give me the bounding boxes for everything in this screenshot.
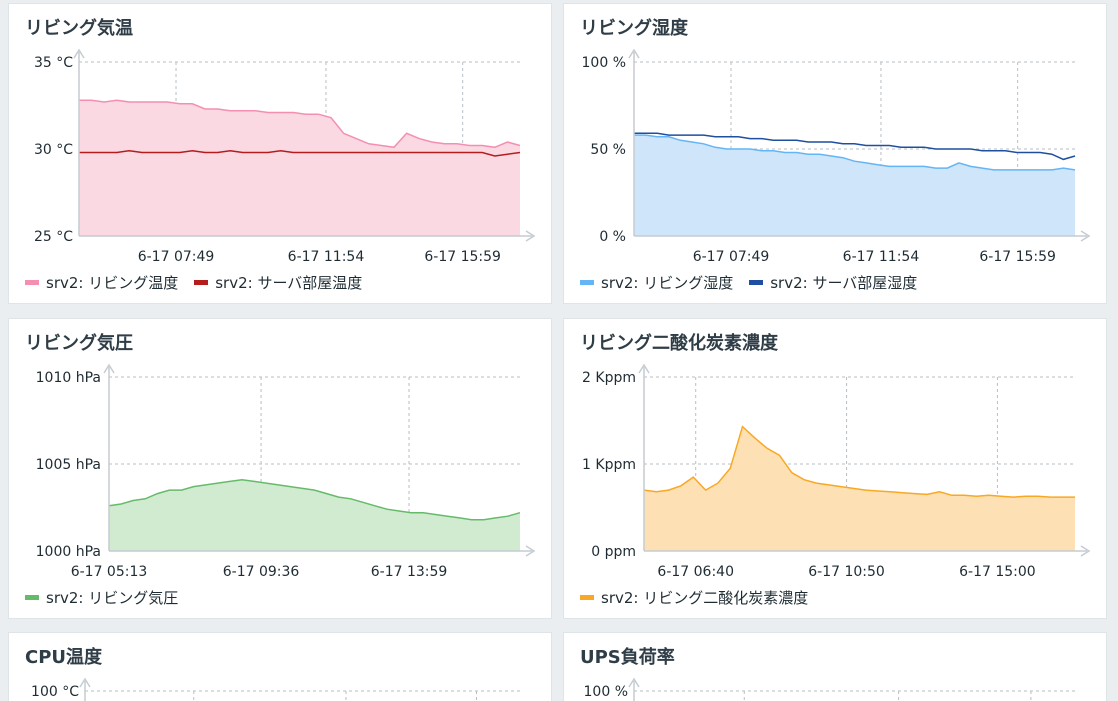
y-tick-label: 2 Kppm <box>582 370 636 386</box>
cpu-temperature-chart[interactable]: 100 °C <box>9 633 552 701</box>
x-axis-arrow <box>1080 230 1091 242</box>
legend-label: srv2: サーバ部屋湿度 <box>770 274 918 292</box>
series-area <box>109 479 520 551</box>
series-area <box>634 135 1075 236</box>
panel-title: リビング気温 <box>25 18 133 39</box>
legend-swatch <box>25 280 39 285</box>
y-tick-label: 1010 hPa <box>36 370 101 386</box>
legend-label: srv2: リビング湿度 <box>601 274 734 292</box>
chart-legend: srv2: リビング二酸化炭素濃度 <box>580 587 808 608</box>
ups-load-chart[interactable]: 100 % <box>564 633 1107 701</box>
x-tick-label: 6-17 11:54 <box>288 249 365 264</box>
x-tick-label: 6-17 07:49 <box>693 249 770 264</box>
y-axis-arrow <box>73 48 85 59</box>
y-tick-label: 0 % <box>599 229 626 245</box>
legend-item[interactable]: srv2: リビング湿度 <box>580 272 733 293</box>
y-axis-arrow <box>638 363 650 374</box>
x-tick-label: 6-17 13:59 <box>371 564 448 579</box>
y-tick-label: 100 % <box>584 684 628 700</box>
series-line <box>643 425 1075 498</box>
series-line <box>634 134 1076 171</box>
series-line <box>108 478 521 521</box>
panel-title: リビング二酸化炭素濃度 <box>580 333 778 354</box>
y-tick-label: 1 Kppm <box>582 457 636 473</box>
panel-living-temperature: リビング気温 35 °C 30 °C 25 °C 6-17 07:49 6-17 11:… <box>8 3 552 304</box>
panel-living-humidity: リビング湿度 100 % 50 % 0 % 6-17 07:49 6-17 11:54 6… <box>563 3 1107 304</box>
y-tick-label: 100 °C <box>31 684 79 700</box>
x-tick-label: 6-17 15:59 <box>979 249 1056 264</box>
legend-label: srv2: リビング温度 <box>46 274 179 292</box>
y-tick-label: 1000 hPa <box>36 544 101 560</box>
legend-item[interactable]: srv2: リビング二酸化炭素濃度 <box>580 587 808 608</box>
panel-title: CPU温度 <box>25 647 103 668</box>
legend-swatch <box>580 595 594 600</box>
panel-living-pressure: リビング気圧 1010 hPa 1005 hPa 1000 hPa 6-17 05:1… <box>8 318 552 619</box>
legend-swatch <box>194 280 209 285</box>
legend-label: srv2: リビング気圧 <box>46 589 179 607</box>
x-tick-label: 6-17 09:36 <box>223 564 300 579</box>
y-tick-label: 1005 hPa <box>36 457 101 473</box>
legend-item[interactable]: srv2: サーバ部屋湿度 <box>749 272 917 293</box>
humidity-chart[interactable]: 100 % 50 % 0 % 6-17 07:49 6-17 11:54 6-17 15:… <box>564 4 1107 264</box>
legend-item[interactable]: srv2: サーバ部屋温度 <box>194 272 362 293</box>
pressure-chart[interactable]: 1010 hPa 1005 hPa 1000 hPa 6-17 05:13 6-17 0… <box>9 319 552 579</box>
y-tick-label: 100 % <box>582 55 626 71</box>
x-tick-label: 6-17 11:54 <box>843 249 920 264</box>
y-tick-label: 30 °C <box>34 142 73 158</box>
series-line <box>79 149 521 157</box>
x-axis-arrow <box>525 230 536 242</box>
chart-legend: srv2: リビング気圧 <box>25 587 178 608</box>
y-axis-arrow <box>103 363 115 374</box>
legend-swatch <box>580 280 594 285</box>
y-tick-label: 25 °C <box>34 229 73 245</box>
legend-item[interactable]: srv2: リビング気圧 <box>25 587 178 608</box>
chart-legend: srv2: リビング温度 srv2: サーバ部屋温度 <box>25 272 362 293</box>
y-axis-arrow <box>79 677 91 688</box>
x-tick-label: 6-17 06:40 <box>657 564 734 579</box>
panel-ups-load: UPS負荷率 100 % <box>563 632 1107 701</box>
panel-title: リビング気圧 <box>25 333 133 354</box>
legend-swatch <box>749 280 764 285</box>
panel-title: リビング湿度 <box>580 18 688 39</box>
y-tick-label: 50 % <box>590 142 626 158</box>
series-line <box>79 99 521 149</box>
legend-swatch <box>25 595 39 600</box>
chart-legend: srv2: リビング湿度 srv2: サーバ部屋湿度 <box>580 272 917 293</box>
legend-item[interactable]: srv2: リビング温度 <box>25 272 178 293</box>
legend-label: srv2: リビング二酸化炭素濃度 <box>601 589 809 607</box>
legend-label: srv2: サーバ部屋温度 <box>215 274 363 292</box>
temperature-chart[interactable]: 35 °C 30 °C 25 °C 6-17 07:49 6-17 11:54 6-17 … <box>9 4 552 264</box>
y-tick-label: 0 ppm <box>591 544 636 560</box>
x-tick-label: 6-17 05:13 <box>71 564 148 579</box>
series-line <box>634 132 1076 161</box>
series-area <box>644 426 1075 551</box>
co2-chart[interactable]: 2 Kppm 1 Kppm 0 ppm 6-17 06:40 6-17 10:50 6-1… <box>564 319 1107 579</box>
panel-cpu-temperature: CPU温度 100 °C <box>8 632 552 701</box>
x-tick-label: 6-17 15:59 <box>424 249 501 264</box>
panel-living-co2: リビング二酸化炭素濃度 2 Kppm 1 Kppm 0 ppm 6-17 06:40 6… <box>563 318 1107 619</box>
x-axis-arrow <box>525 545 536 557</box>
x-tick-label: 6-17 07:49 <box>138 249 215 264</box>
x-axis-arrow <box>1080 545 1091 557</box>
y-axis-arrow <box>628 677 640 688</box>
x-tick-label: 6-17 10:50 <box>808 564 885 579</box>
series-area <box>79 100 520 236</box>
y-tick-label: 35 °C <box>34 55 73 71</box>
panel-title: UPS負荷率 <box>580 647 675 668</box>
y-axis-arrow <box>628 48 640 59</box>
x-tick-label: 6-17 15:00 <box>959 564 1036 579</box>
